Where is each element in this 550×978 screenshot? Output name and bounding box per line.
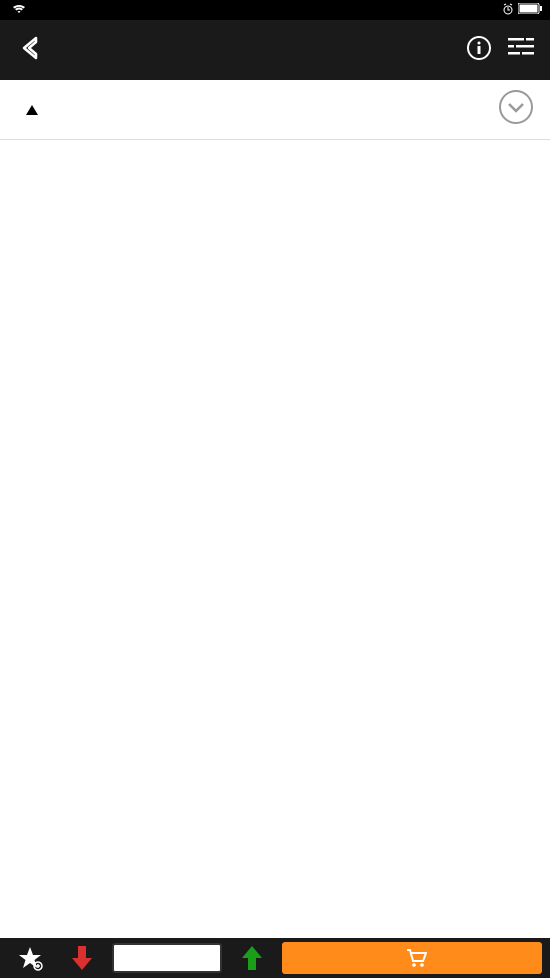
up-triangle-icon [26,105,38,115]
alarm-icon [502,3,514,18]
back-button[interactable] [16,34,44,67]
expand-button[interactable] [498,89,534,130]
info-icon[interactable] [466,35,492,66]
settings-icon[interactable] [508,38,534,63]
battery-icon [518,3,542,17]
candlestick-chart [0,140,550,938]
status-bar [0,0,550,20]
favorite-button[interactable] [8,942,52,974]
buy-button[interactable] [230,942,274,974]
chart-area[interactable] [0,140,550,938]
nav-bar [0,20,550,80]
sell-button[interactable] [60,942,104,974]
order-button[interactable] [282,942,542,974]
cart-icon [405,948,427,968]
quote-bar [0,80,550,140]
wifi-icon [12,3,26,17]
quantity-input[interactable] [112,943,222,973]
bottom-bar [0,938,550,978]
